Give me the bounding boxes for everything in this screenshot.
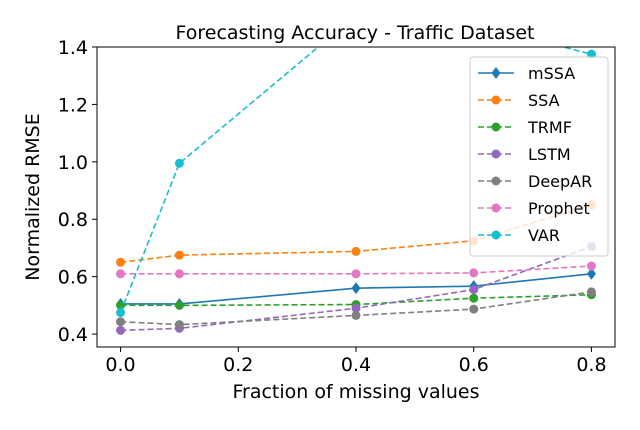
legend: mSSA SSA TRMF LSTM DeepAR Prophet VAR — [469, 56, 609, 257]
data-point — [352, 11, 361, 20]
y-tick-label: 1.0 — [58, 152, 88, 174]
legend-label: TRMF — [527, 118, 572, 137]
x-axis-label: Fraction of missing values — [232, 381, 479, 403]
legend-label: Prophet — [528, 199, 590, 218]
data-point — [469, 285, 479, 295]
legend-marker — [491, 122, 501, 132]
legend-marker — [491, 203, 501, 213]
data-point — [174, 158, 184, 168]
data-point — [469, 293, 479, 303]
data-point — [174, 269, 184, 279]
data-point — [116, 317, 126, 327]
plot-area — [116, 11, 596, 335]
legend-marker — [491, 230, 501, 240]
data-point — [116, 308, 126, 318]
data-point — [174, 320, 184, 330]
y-tick-label: 0.8 — [58, 209, 88, 231]
data-point — [469, 268, 479, 278]
data-point — [351, 303, 361, 313]
data-point — [351, 269, 361, 279]
legend-marker — [491, 176, 501, 186]
x-tick-label: 0.4 — [341, 354, 371, 376]
legend-marker — [491, 149, 501, 159]
y-tick-label: 0.6 — [58, 267, 88, 289]
ticks: 0.0 0.2 0.4 0.6 0.8 0.4 0.6 0.8 1.0 1.2 1.4 — [58, 37, 607, 376]
legend-label: SSA — [528, 91, 560, 110]
data-point — [351, 246, 361, 256]
legend-marker — [491, 67, 501, 79]
x-tick-label: 0.2 — [223, 354, 253, 376]
data-point — [469, 304, 479, 314]
data-point — [351, 282, 361, 295]
data-point — [116, 257, 126, 267]
legend-label: mSSA — [528, 64, 575, 83]
data-point — [116, 269, 126, 279]
data-point — [586, 287, 596, 297]
data-point — [174, 250, 184, 260]
legend-label: DeepAR — [528, 172, 592, 191]
x-tick-label: 0.0 — [105, 354, 135, 376]
chart-title: Forecasting Accuracy - Traffic Dataset — [175, 22, 534, 44]
legend-marker — [491, 95, 501, 105]
x-tick-label: 0.6 — [459, 354, 489, 376]
y-axis-label: Normalized RMSE — [22, 113, 44, 280]
legend-label: LSTM — [528, 145, 571, 164]
x-tick-label: 0.8 — [576, 354, 606, 376]
data-point — [351, 310, 361, 320]
data-point — [586, 261, 596, 271]
legend-label: VAR — [528, 226, 560, 245]
legend-box — [469, 56, 609, 257]
data-point — [116, 325, 126, 335]
data-point — [174, 300, 184, 310]
data-point — [586, 267, 596, 280]
y-tick-label: 1.2 — [58, 94, 88, 116]
y-tick-label: 0.4 — [58, 324, 88, 346]
y-tick-label: 1.4 — [58, 37, 88, 59]
data-point — [586, 49, 596, 59]
